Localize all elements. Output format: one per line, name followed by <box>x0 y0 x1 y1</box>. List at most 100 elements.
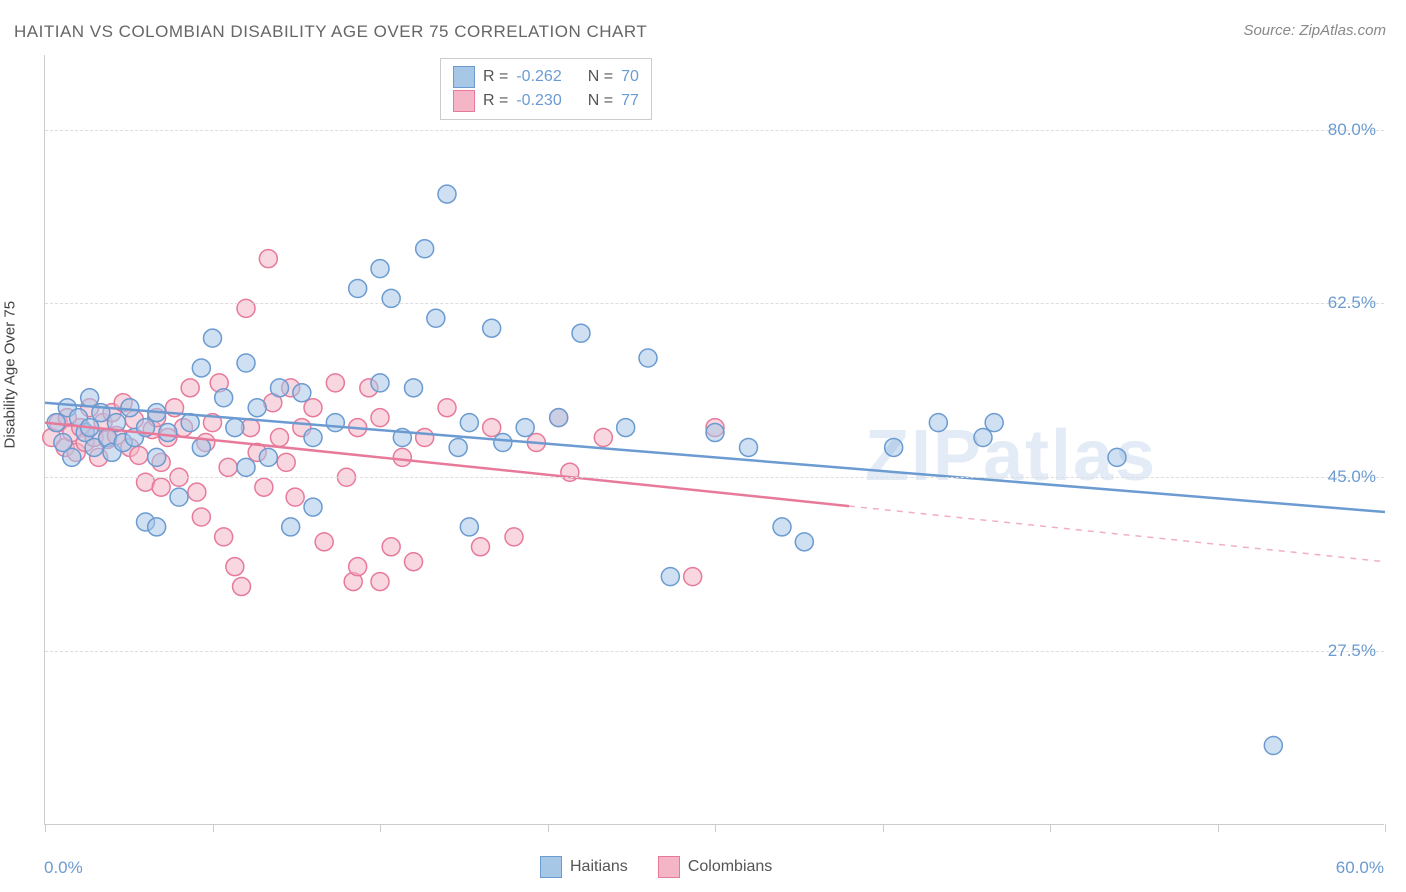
chart-title: HAITIAN VS COLOMBIAN DISABILITY AGE OVER… <box>14 22 647 42</box>
scatter-point <box>617 419 635 437</box>
scatter-point <box>483 319 501 337</box>
scatter-point <box>226 419 244 437</box>
scatter-point <box>349 558 367 576</box>
scatter-point <box>1264 737 1282 755</box>
scatter-point <box>349 279 367 297</box>
scatter-point <box>215 389 233 407</box>
scatter-point <box>885 438 903 456</box>
scatter-point <box>516 419 534 437</box>
x-axis-end-label: 60.0% <box>1336 858 1384 878</box>
scatter-point <box>460 518 478 536</box>
legend-n-value-0: 70 <box>621 65 639 89</box>
scatter-point <box>740 438 758 456</box>
legend-row-colombians: R = -0.230 N = 77 <box>453 89 639 113</box>
legend-swatch-icon <box>540 856 562 878</box>
scatter-point <box>773 518 791 536</box>
scatter-point <box>293 384 311 402</box>
scatter-point <box>237 458 255 476</box>
scatter-point <box>277 453 295 471</box>
x-tick <box>380 824 381 832</box>
scatter-point <box>121 399 139 417</box>
scatter-point <box>286 488 304 506</box>
grid-line <box>45 130 1384 131</box>
y-tick-label: 27.5% <box>1328 641 1376 661</box>
y-tick-label: 80.0% <box>1328 120 1376 140</box>
scatter-point <box>393 448 411 466</box>
scatter-point <box>371 374 389 392</box>
scatter-point <box>188 483 206 501</box>
legend-correlation: R = -0.262 N = 70 R = -0.230 N = 77 <box>440 58 652 120</box>
scatter-point <box>192 438 210 456</box>
y-tick-label: 45.0% <box>1328 467 1376 487</box>
x-tick <box>1385 824 1386 832</box>
x-tick <box>1218 824 1219 832</box>
scatter-point <box>594 429 612 447</box>
legend-swatch-colombians <box>453 90 475 112</box>
grid-line <box>45 303 1384 304</box>
scatter-point <box>271 429 289 447</box>
scatter-point <box>405 553 423 571</box>
legend-n-label: N = <box>588 89 613 113</box>
scatter-point <box>148 448 166 466</box>
scatter-point <box>795 533 813 551</box>
x-tick <box>883 824 884 832</box>
scatter-point <box>449 438 467 456</box>
scatter-point <box>706 424 724 442</box>
scatter-point <box>427 309 445 327</box>
legend-r-value-0: -0.262 <box>516 65 561 89</box>
legend-r-label: R = <box>483 89 508 113</box>
scatter-point <box>416 240 434 258</box>
scatter-point <box>255 478 273 496</box>
scatter-point <box>219 458 237 476</box>
x-axis-start-label: 0.0% <box>44 858 83 878</box>
scatter-point <box>974 429 992 447</box>
scatter-point <box>233 578 251 596</box>
scatter-point <box>371 573 389 591</box>
scatter-point <box>572 324 590 342</box>
legend-r-label: R = <box>483 65 508 89</box>
scatter-point <box>259 448 277 466</box>
scatter-point <box>405 379 423 397</box>
scatter-point <box>438 185 456 203</box>
legend-item-colombians: Colombians <box>658 856 772 878</box>
grid-line <box>45 477 1384 478</box>
scatter-point <box>438 399 456 417</box>
scatter-point <box>181 379 199 397</box>
scatter-point <box>483 419 501 437</box>
scatter-point <box>494 433 512 451</box>
scatter-point <box>416 429 434 447</box>
scatter-point <box>684 568 702 586</box>
scatter-point <box>382 289 400 307</box>
legend-r-value-1: -0.230 <box>516 89 561 113</box>
scatter-point <box>248 399 266 417</box>
x-tick <box>1050 824 1051 832</box>
scatter-point <box>505 528 523 546</box>
scatter-point <box>639 349 657 367</box>
scatter-point <box>1108 448 1126 466</box>
scatter-point <box>371 409 389 427</box>
scatter-point <box>304 399 322 417</box>
scatter-svg <box>45 55 1384 824</box>
scatter-point <box>304 429 322 447</box>
scatter-point <box>271 379 289 397</box>
legend-row-haitians: R = -0.262 N = 70 <box>453 65 639 89</box>
scatter-point <box>130 446 148 464</box>
x-tick <box>45 824 46 832</box>
scatter-point <box>550 409 568 427</box>
scatter-point <box>661 568 679 586</box>
y-tick-label: 62.5% <box>1328 293 1376 313</box>
regression-line-dashed <box>849 506 1385 562</box>
legend-n-value-1: 77 <box>621 89 639 113</box>
scatter-point <box>382 538 400 556</box>
scatter-point <box>371 260 389 278</box>
scatter-point <box>259 250 277 268</box>
legend-n-label: N = <box>588 65 613 89</box>
plot-area: ZIPatlas 27.5%45.0%62.5%80.0% <box>44 55 1384 825</box>
chart-container: HAITIAN VS COLOMBIAN DISABILITY AGE OVER… <box>0 0 1406 892</box>
scatter-point <box>81 389 99 407</box>
legend-series: Haitians Colombians <box>540 856 772 878</box>
scatter-point <box>192 508 210 526</box>
scatter-point <box>159 424 177 442</box>
x-tick <box>548 824 549 832</box>
scatter-point <box>215 528 233 546</box>
